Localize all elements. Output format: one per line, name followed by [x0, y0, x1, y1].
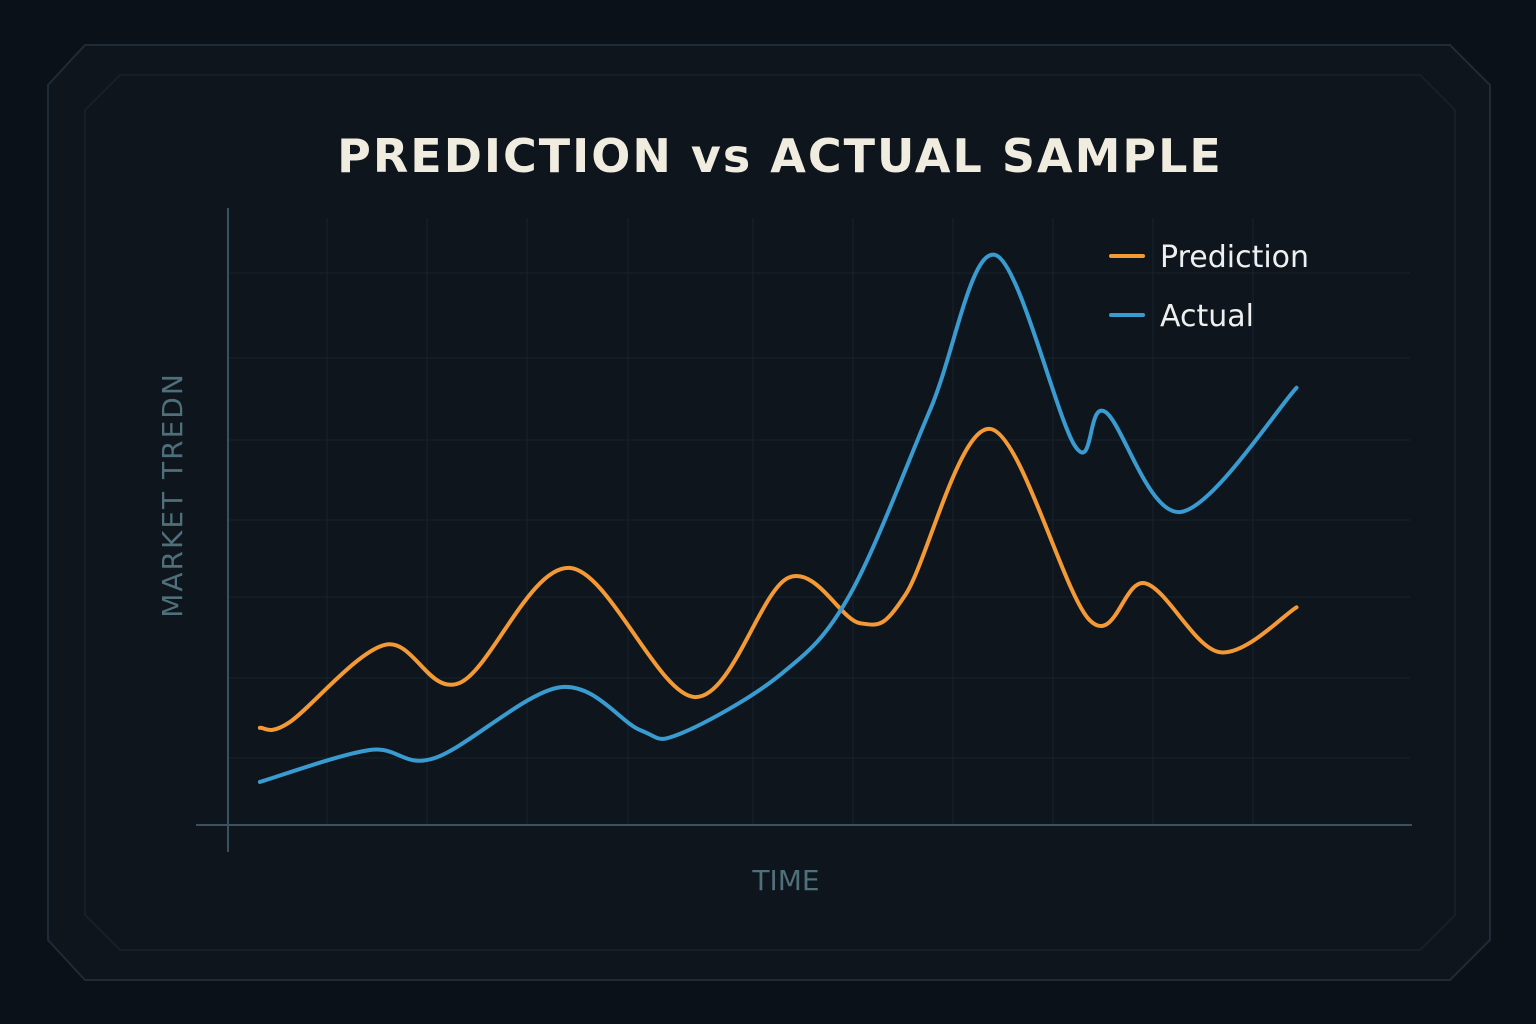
x-axis-label: TIME	[751, 864, 819, 897]
chart-title: PREDICTION vs ACTUAL SAMPLE	[337, 129, 1223, 183]
legend-label: Actual	[1160, 299, 1254, 334]
frame	[47, 44, 1491, 981]
grid	[228, 218, 1410, 825]
series-line	[257, 426, 1299, 732]
inner-frame	[84, 74, 1456, 951]
legend-label: Prediction	[1160, 240, 1309, 275]
series-line	[257, 252, 1299, 784]
y-axis-label: MARKET TREDN	[156, 372, 189, 618]
